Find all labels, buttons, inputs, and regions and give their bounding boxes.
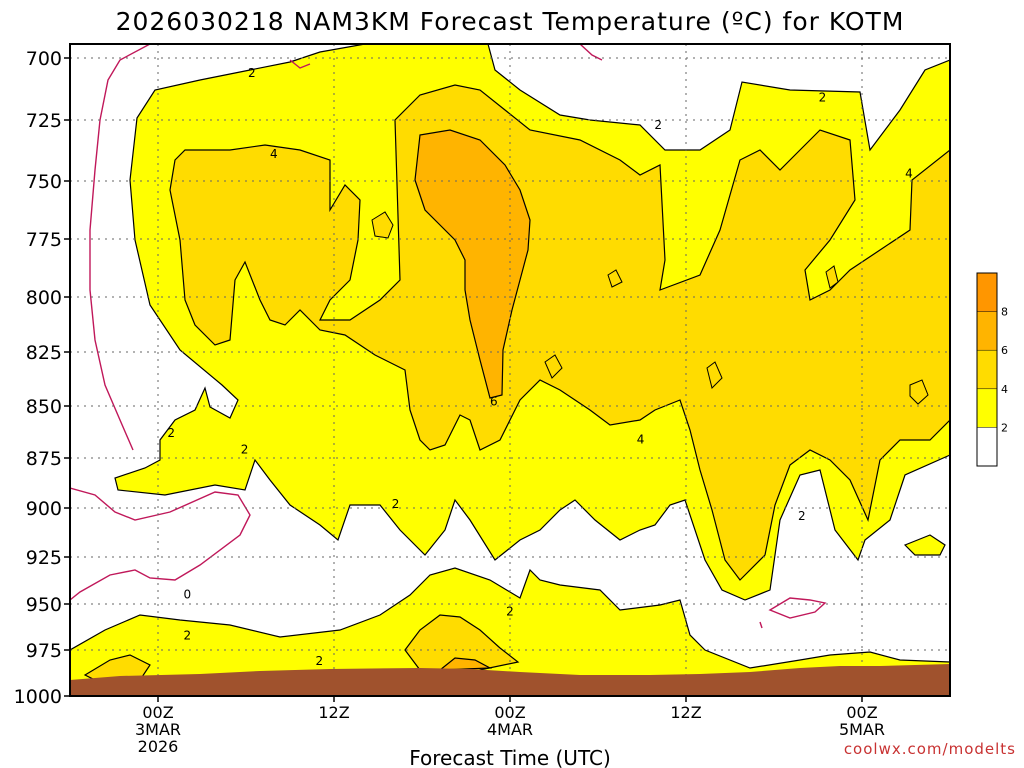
contour-label: 2 [392, 497, 400, 511]
contour-label: 2 [819, 91, 827, 105]
x-tick-label: 00Z [846, 703, 877, 722]
contour-label: 2 [241, 443, 249, 457]
x-axis-label: Forecast Time (UTC) [409, 746, 611, 768]
contour-label: 2 [184, 628, 192, 642]
contour-label: 2 [248, 66, 256, 80]
contour-label: 2 [316, 654, 324, 668]
warm-patch-right [903, 534, 946, 556]
colorbar-swatch [977, 311, 997, 351]
y-tick-label: 725 [26, 110, 62, 132]
credit-text: coolwx.com/modelts [844, 740, 1016, 758]
y-tick-label: 850 [26, 396, 62, 418]
band-4-6 [83, 84, 950, 681]
y-tick-label: 1000 [14, 686, 62, 708]
x-tick-label: 00Z [494, 703, 525, 722]
y-tick-label: 750 [26, 171, 62, 193]
y-tick-label: 875 [26, 448, 62, 470]
contour-label: 2 [798, 509, 806, 523]
colorbar-frame [976, 272, 998, 467]
gold-blob-e [607, 269, 623, 288]
contour-label: 0 [184, 588, 192, 602]
orange-patch-lower [438, 657, 493, 671]
x-tick-label: 3MAR [135, 720, 181, 739]
zero-isotherm [70, 44, 827, 629]
y-tick-label: 950 [26, 594, 62, 616]
colorbar-tick-label: 4 [1001, 383, 1008, 396]
y-tick-label: 775 [26, 229, 62, 251]
colorbar-swatch [977, 427, 997, 466]
colorbar-tick-label: 8 [1001, 306, 1008, 319]
contour-fill-layer: 2 4 2 2 4 6 4 2 2 2 2 0 2 2 2 [70, 44, 950, 696]
contour-label: 6 [490, 395, 498, 409]
contour-label: 4 [637, 432, 645, 446]
contour-label: 2 [506, 604, 514, 618]
x-tick-label: 5MAR [839, 720, 885, 739]
gold-blob-a [371, 211, 394, 239]
ground-terrain [70, 664, 950, 696]
colorbar-swatch [977, 350, 997, 389]
chart-title: 2026030218 NAM3KM Forecast Temperature (… [116, 7, 905, 36]
colorbar-tick-label: 2 [1001, 421, 1008, 434]
x-tick-label: 2026 [138, 737, 179, 756]
gold-region-main [169, 84, 950, 581]
band-6-8 [414, 129, 531, 671]
y-tick-label: 900 [26, 498, 62, 520]
contour-label: 4 [905, 167, 913, 181]
y-tick-label: 925 [26, 547, 62, 569]
gold-blob-f [825, 265, 839, 289]
gold-blob-d [909, 379, 929, 405]
y-axis: 700 725 750 775 800 825 850 875 900 925 950 975 1000 [14, 48, 70, 708]
x-tick-label: 00Z [142, 703, 173, 722]
x-tick-label: 12Z [670, 703, 701, 722]
y-tick-label: 700 [26, 48, 62, 70]
contour-label: 2 [654, 118, 662, 132]
gold-blob-c [706, 361, 723, 389]
contour-labels: 2 4 2 2 4 6 4 2 2 2 2 0 2 2 2 [167, 66, 912, 668]
y-tick-label: 825 [26, 342, 62, 364]
contour-label: 4 [270, 147, 278, 161]
colorbar-swatch [977, 388, 997, 428]
colorbar: 2 4 6 8 [976, 272, 1008, 467]
y-tick-label: 975 [26, 640, 62, 662]
orange-core [414, 129, 531, 399]
x-tick-label: 12Z [318, 703, 349, 722]
contour-label: 2 [167, 426, 175, 440]
x-tick-label: 4MAR [487, 720, 533, 739]
y-tick-label: 800 [26, 287, 62, 309]
gold-blob-b [544, 354, 563, 379]
colorbar-swatch [977, 273, 997, 312]
colorbar-tick-label: 6 [1001, 344, 1008, 357]
